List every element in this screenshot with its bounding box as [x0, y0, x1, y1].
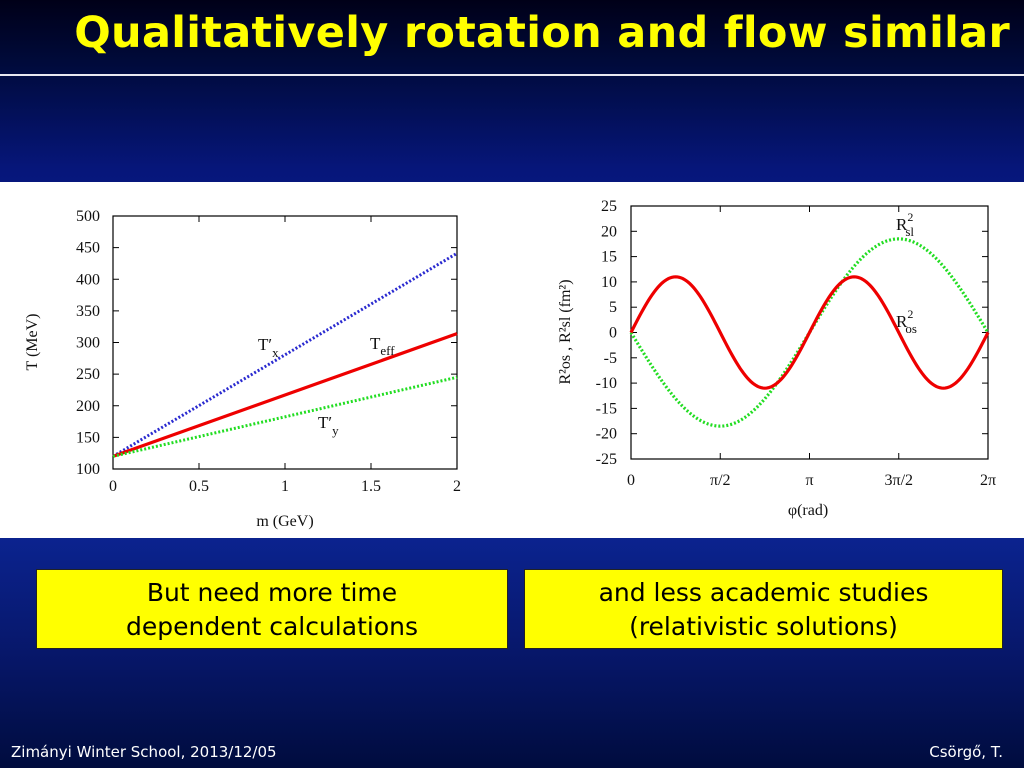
left-ytick-label: 400: [76, 271, 100, 288]
left-ytick-label: 450: [76, 240, 100, 257]
left-xlabel: m (GeV): [256, 513, 313, 530]
temperature-vs-mass-chart: 0 0.5 1 1.5 2 100 150 200 250 300 350 400 450 500 m (…: [24, 208, 461, 530]
left-xtick-label: 1: [281, 478, 289, 495]
right-ytick-label: 5: [609, 299, 617, 316]
radii-vs-angle-chart: 0 π/2 π 3π/2 2π -25 -20 -15 -10 -5 0 5 10 15 20 25 φ(ra…: [557, 198, 996, 519]
left-series-line-1: [112, 332, 458, 458]
right-ytick-label: 25: [601, 198, 617, 215]
label-rsl: R2 sl: [896, 210, 914, 239]
label-teff: Teff: [370, 334, 395, 358]
footer-author: Csörgő, T.: [929, 743, 1003, 761]
right-xtick-label: π/2: [710, 472, 731, 489]
right-xtick-label: π: [805, 472, 813, 489]
right-xtick-label: 2π: [980, 472, 996, 489]
left-xtick-label: 1.5: [361, 478, 381, 495]
right-ytick-label: -15: [596, 400, 617, 417]
footer-event: Zimányi Winter School, 2013/12/05: [11, 743, 277, 761]
callout-right-line1: and less academic studies: [598, 578, 929, 607]
right-xtick-label: 0: [627, 472, 635, 489]
left-series-line-0: [112, 252, 458, 458]
left-xtick-label: 0.5: [189, 478, 209, 495]
callout-right-line2: (relativistic solutions): [629, 612, 898, 641]
left-ylabel: T (MeV): [24, 313, 41, 370]
left-plot-frame: [112, 215, 458, 470]
right-series-line-0: [629, 275, 990, 390]
right-xtick-label: 3π/2: [884, 472, 913, 489]
slide-title: Qualitatively rotation and flow similar: [74, 8, 1010, 58]
left-ytick-label: 100: [76, 461, 100, 478]
label-tx: T′x: [258, 335, 279, 360]
right-ytick-label: 20: [601, 223, 617, 240]
right-ylabel: R²os , R²sl (fm²): [557, 279, 574, 384]
right-series-line-1: [629, 237, 990, 428]
left-ytick-label: 300: [76, 335, 100, 352]
left-ytick-label: 500: [76, 208, 100, 225]
left-xtick-label: 2: [453, 478, 461, 495]
right-ytick-label: 0: [609, 325, 617, 342]
right-ytick-label: -20: [596, 426, 617, 443]
title-divider: [0, 74, 1024, 76]
label-ty: T′y: [318, 413, 339, 438]
callout-left-line2: dependent calculations: [126, 612, 418, 641]
right-ytick-label: -5: [604, 350, 617, 367]
left-ytick-label: 250: [76, 366, 100, 383]
left-ytick-label: 150: [76, 429, 100, 446]
figure-panel: 0 0.5 1 1.5 2 100 150 200 250 300 350 400 450 500 m (…: [0, 182, 1024, 538]
callout-right: and less academic studies (relativistic …: [524, 569, 1003, 649]
label-ros: R2 os: [896, 307, 917, 336]
right-ytick-label: 15: [601, 249, 617, 266]
right-ytick-label: -25: [596, 451, 617, 468]
right-xlabel: φ(rad): [788, 502, 828, 519]
left-series-line-2: [112, 375, 458, 458]
left-xtick-label: 0: [109, 478, 117, 495]
right-ytick-label: -10: [596, 375, 617, 392]
left-ytick-label: 350: [76, 303, 100, 320]
right-ytick-label: 10: [601, 274, 617, 291]
callout-left: But need more time dependent calculation…: [36, 569, 508, 649]
left-ytick-label: 200: [76, 398, 100, 415]
callout-left-line1: But need more time: [146, 578, 398, 607]
